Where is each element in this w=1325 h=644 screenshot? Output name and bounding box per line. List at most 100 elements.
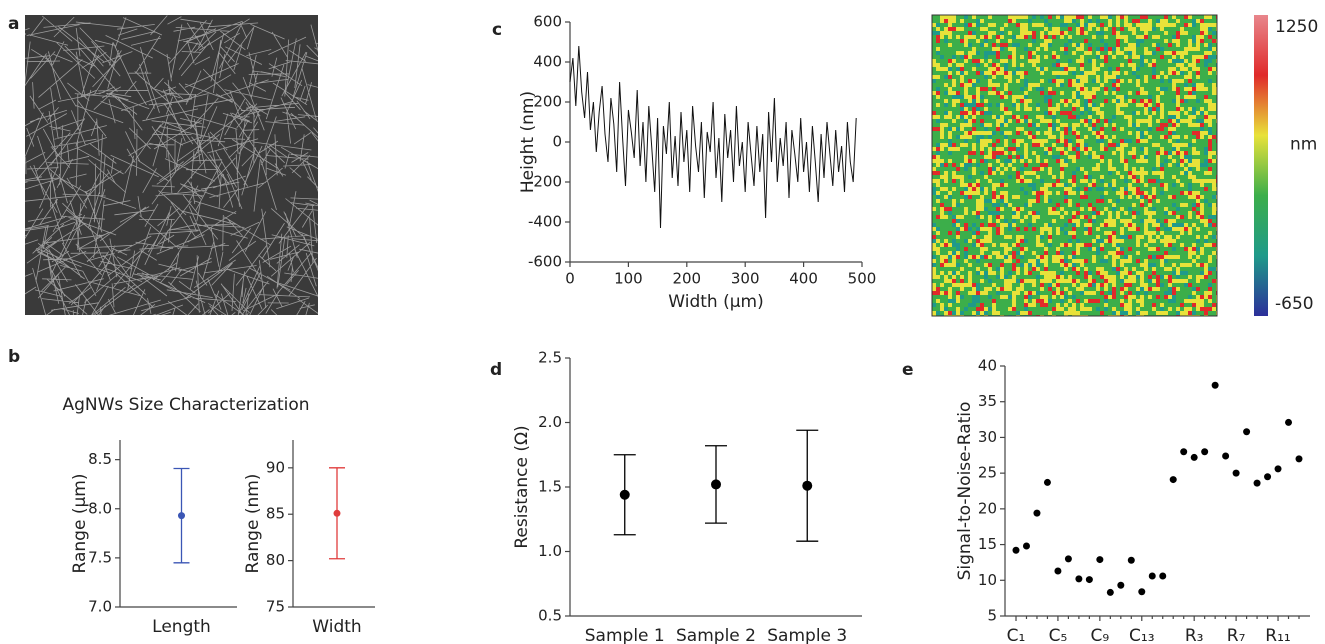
y-tick-label: 80 <box>266 551 285 569</box>
x-tick-label: 0 <box>565 270 575 288</box>
mean-point <box>333 509 341 517</box>
point <box>1169 476 1177 484</box>
x-tick-label: 300 <box>731 270 760 288</box>
point <box>1106 588 1114 596</box>
colorbar-label: nm <box>1290 134 1317 154</box>
y-axis-label: Range (nm) <box>243 474 263 574</box>
point <box>1253 479 1261 487</box>
x-tick-label: 200 <box>672 270 701 288</box>
x-tick-label: Sample 3 <box>767 626 847 644</box>
y-tick-label: 2.5 <box>538 349 562 367</box>
y-tick-label: 40 <box>978 357 997 375</box>
point <box>1033 509 1041 517</box>
y-tick-label: 35 <box>978 392 997 410</box>
y-tick-label: 600 <box>533 13 562 31</box>
panel-label: e <box>902 360 914 380</box>
mean-point <box>619 489 630 500</box>
point <box>1054 567 1062 575</box>
y-axis-label: Range (µm) <box>70 474 90 574</box>
y-tick-label: 0.5 <box>538 607 562 625</box>
y-axis-label: Signal-to-Noise-Ratio <box>955 402 975 581</box>
x-tick-label: R₃ <box>1185 626 1204 644</box>
mean-point <box>802 480 813 491</box>
y-tick-label: 1.0 <box>538 542 562 560</box>
y-tick-label: 25 <box>978 464 997 482</box>
x-tick-label: C₁ <box>1007 626 1026 644</box>
x-tick-label: C₁₃ <box>1129 626 1155 644</box>
point <box>1117 581 1125 589</box>
x-tick-label: R₇ <box>1227 626 1246 644</box>
afm-texture <box>932 15 1217 316</box>
y-tick-label: 8.0 <box>88 499 112 517</box>
y-tick-label: 20 <box>978 499 997 517</box>
point <box>1159 572 1167 580</box>
colorbar-tick-label: 1250 <box>1275 17 1318 37</box>
x-axis-label: Width (µm) <box>668 292 763 312</box>
point <box>1232 469 1240 477</box>
y-tick-label: 8.5 <box>88 450 112 468</box>
chart-title: AgNWs Size Characterization <box>62 395 309 415</box>
y-axis-label: Resistance (Ω) <box>512 425 532 548</box>
panel-label: d <box>490 360 502 380</box>
y-tick-label: 2.0 <box>538 413 562 431</box>
nanowires <box>25 15 318 315</box>
y-tick-label: 0 <box>552 133 562 151</box>
colorbar-tick-label: -650 <box>1275 294 1314 314</box>
y-tick-label: 30 <box>978 428 997 446</box>
point <box>1075 575 1083 583</box>
y-tick-label: -600 <box>528 253 562 271</box>
afm-texture <box>932 15 1217 316</box>
panel-label: b <box>8 347 20 367</box>
point <box>1138 588 1146 596</box>
point <box>1085 576 1093 584</box>
point <box>1012 546 1020 554</box>
x-tick-label: C₉ <box>1091 626 1110 644</box>
afm-texture <box>932 15 1217 316</box>
y-axis-label: Height (nm) <box>518 91 538 193</box>
afm-frame <box>931 14 1218 317</box>
point <box>1190 453 1198 461</box>
y-tick-label: 10 <box>978 571 997 589</box>
y-tick-label: -200 <box>528 173 562 191</box>
point <box>1201 448 1209 456</box>
y-tick-label: 90 <box>266 458 285 476</box>
point <box>1211 381 1219 389</box>
x-tick-label: Width <box>312 617 361 637</box>
point <box>1064 555 1072 563</box>
x-tick-label: 500 <box>848 270 877 288</box>
x-tick-label: Sample 2 <box>676 626 756 644</box>
x-tick-label: 100 <box>614 270 643 288</box>
x-tick-label: Length <box>152 617 211 637</box>
scale-bar-label: 5 µm <box>359 260 400 279</box>
x-tick-label: R₁₁ <box>1265 626 1290 644</box>
y-tick-label: 7.0 <box>88 598 112 616</box>
y-tick-label: 200 <box>533 93 562 111</box>
y-tick-label: 85 <box>266 505 285 523</box>
colorbar <box>1254 15 1268 316</box>
point <box>1243 428 1251 436</box>
point <box>1180 448 1188 456</box>
y-tick-label: 1.5 <box>538 478 562 496</box>
point <box>1148 572 1156 580</box>
mean-point <box>178 512 185 520</box>
x-tick-label: C₅ <box>1049 626 1068 644</box>
point <box>1264 473 1272 481</box>
y-tick-label: 5 <box>987 607 997 625</box>
mean-point <box>711 479 721 490</box>
point <box>1285 418 1293 426</box>
point <box>1022 542 1030 550</box>
panel-label: a <box>8 14 19 34</box>
y-tick-label: 15 <box>978 535 997 553</box>
point <box>1127 556 1135 564</box>
y-tick-label: 75 <box>266 598 285 616</box>
height-profile <box>569 45 857 229</box>
point <box>1274 465 1282 473</box>
y-tick-label: 7.5 <box>88 548 112 566</box>
point <box>1295 455 1303 463</box>
point <box>1043 478 1051 486</box>
y-tick-label: -400 <box>528 213 562 231</box>
x-tick-label: 400 <box>789 270 818 288</box>
point <box>1222 452 1230 460</box>
point <box>1096 556 1104 564</box>
